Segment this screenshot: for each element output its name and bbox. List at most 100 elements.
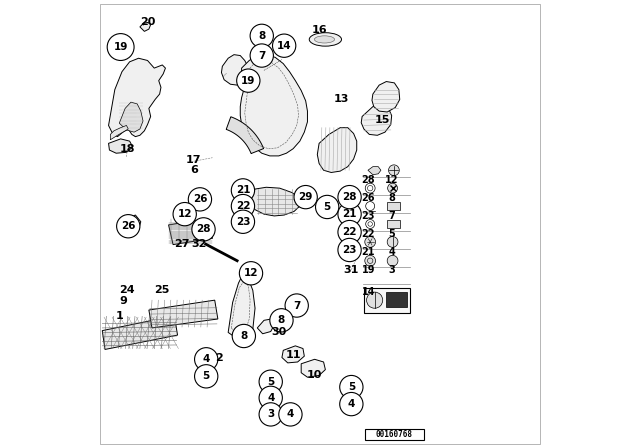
Text: 26: 26 xyxy=(121,221,136,231)
Text: 18: 18 xyxy=(120,144,135,154)
Circle shape xyxy=(338,202,361,226)
Polygon shape xyxy=(110,125,128,140)
Circle shape xyxy=(231,179,255,202)
Text: 29: 29 xyxy=(298,192,313,202)
Circle shape xyxy=(237,69,260,92)
Polygon shape xyxy=(140,22,150,31)
Polygon shape xyxy=(122,215,141,233)
Circle shape xyxy=(340,375,363,399)
Polygon shape xyxy=(109,139,132,153)
Text: 27: 27 xyxy=(174,239,190,249)
Text: 3: 3 xyxy=(267,409,275,419)
Text: 19: 19 xyxy=(362,265,375,275)
Circle shape xyxy=(316,195,339,219)
Circle shape xyxy=(365,255,376,266)
Circle shape xyxy=(195,348,218,371)
Circle shape xyxy=(285,294,308,317)
Text: 26: 26 xyxy=(362,193,375,203)
Text: 31: 31 xyxy=(344,265,359,275)
Text: 2: 2 xyxy=(215,353,223,362)
Text: 17: 17 xyxy=(186,155,202,165)
Polygon shape xyxy=(361,104,392,135)
Text: 00160768: 00160768 xyxy=(376,430,413,439)
Polygon shape xyxy=(368,167,381,175)
Text: 24: 24 xyxy=(118,285,134,295)
Text: 5: 5 xyxy=(348,382,355,392)
Text: 8: 8 xyxy=(258,31,266,41)
Circle shape xyxy=(270,309,293,332)
Text: 19: 19 xyxy=(113,42,128,52)
Circle shape xyxy=(232,324,255,348)
Circle shape xyxy=(259,403,282,426)
Circle shape xyxy=(273,34,296,57)
Text: 12: 12 xyxy=(385,175,399,185)
Text: 21: 21 xyxy=(236,185,250,195)
Text: 22: 22 xyxy=(342,227,357,237)
Polygon shape xyxy=(109,58,165,137)
Text: 28: 28 xyxy=(342,192,357,202)
Text: 30: 30 xyxy=(271,327,287,337)
Polygon shape xyxy=(372,82,400,112)
Circle shape xyxy=(365,237,376,247)
Text: 6: 6 xyxy=(191,165,198,175)
Polygon shape xyxy=(387,202,400,210)
Text: 5: 5 xyxy=(267,377,275,387)
Text: 7: 7 xyxy=(258,51,266,60)
Circle shape xyxy=(231,210,255,233)
Text: 9: 9 xyxy=(120,296,128,306)
Text: 11: 11 xyxy=(285,350,301,360)
Circle shape xyxy=(173,202,196,226)
Circle shape xyxy=(338,238,361,262)
Circle shape xyxy=(388,165,399,176)
Circle shape xyxy=(192,218,215,241)
Text: 12: 12 xyxy=(244,268,259,278)
Text: 8: 8 xyxy=(388,193,395,203)
Text: 5: 5 xyxy=(324,202,331,212)
Polygon shape xyxy=(226,117,264,154)
Polygon shape xyxy=(102,316,177,349)
Ellipse shape xyxy=(314,36,335,43)
Circle shape xyxy=(294,185,317,209)
Circle shape xyxy=(387,255,398,266)
Text: 26: 26 xyxy=(193,194,207,204)
Text: 1: 1 xyxy=(115,311,123,321)
Polygon shape xyxy=(282,346,305,363)
Text: 14: 14 xyxy=(277,41,291,51)
Text: 4: 4 xyxy=(287,409,294,419)
Polygon shape xyxy=(149,300,218,328)
Text: 13: 13 xyxy=(334,95,349,104)
Polygon shape xyxy=(221,55,249,85)
Circle shape xyxy=(259,386,282,409)
Polygon shape xyxy=(257,319,275,334)
Polygon shape xyxy=(228,274,255,340)
Circle shape xyxy=(250,44,273,67)
Text: 21: 21 xyxy=(342,209,357,219)
Circle shape xyxy=(195,365,218,388)
Text: 7: 7 xyxy=(388,211,395,221)
Circle shape xyxy=(259,370,282,393)
Text: 4: 4 xyxy=(202,354,210,364)
Text: 20: 20 xyxy=(140,17,156,27)
Text: 19: 19 xyxy=(241,76,255,86)
Circle shape xyxy=(279,403,302,426)
Circle shape xyxy=(388,183,397,193)
Polygon shape xyxy=(387,292,407,307)
Text: 4: 4 xyxy=(388,247,395,257)
Text: 5: 5 xyxy=(203,371,210,381)
Text: 25: 25 xyxy=(155,285,170,295)
Text: 8: 8 xyxy=(278,315,285,325)
Circle shape xyxy=(116,215,140,238)
Polygon shape xyxy=(119,102,143,132)
Text: 28: 28 xyxy=(362,175,375,185)
Text: 3: 3 xyxy=(388,265,395,275)
Polygon shape xyxy=(168,219,212,245)
Text: 16: 16 xyxy=(311,26,327,35)
Text: 21: 21 xyxy=(362,247,375,257)
Text: 5: 5 xyxy=(388,229,395,239)
Text: 10: 10 xyxy=(307,370,323,380)
Polygon shape xyxy=(251,187,300,216)
Circle shape xyxy=(239,262,262,285)
Text: 4: 4 xyxy=(348,399,355,409)
Text: 7: 7 xyxy=(293,301,300,310)
Text: 28: 28 xyxy=(196,224,211,234)
